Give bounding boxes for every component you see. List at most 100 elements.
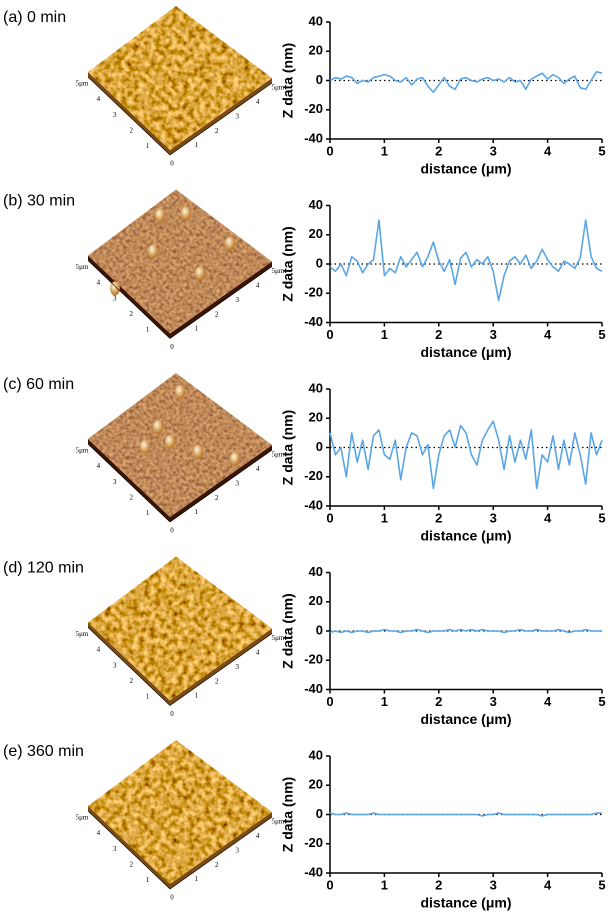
- afm-feature: [181, 206, 191, 221]
- x-axis-label: distance (μm): [420, 528, 511, 544]
- panel-caption: (e) 360 min: [3, 743, 84, 760]
- y-axis-label: Z data (nm): [280, 226, 296, 301]
- x-tick-label: 3: [490, 327, 497, 342]
- y-tick-label: 40: [309, 380, 323, 395]
- afm-tick-label: 4: [256, 98, 260, 106]
- x-tick-label: 0: [326, 143, 333, 158]
- y-tick-label: 20: [309, 43, 323, 58]
- afm-edge: [87, 260, 171, 339]
- afm-tick-label: 2: [129, 493, 133, 501]
- afm-tick-label: 5μm: [76, 814, 89, 822]
- afm-feature: [140, 440, 150, 454]
- afm-tick-label: 0: [170, 160, 174, 168]
- y-axis-label: Z data (nm): [280, 410, 296, 485]
- y-tick-label: 40: [309, 197, 323, 212]
- x-tick-label: 1: [381, 327, 388, 342]
- afm-edge: [87, 76, 171, 156]
- x-tick-label: 5: [598, 143, 605, 158]
- y-tick-label: 20: [309, 777, 323, 792]
- afm-image: [88, 6, 272, 150]
- profile-line: [329, 70, 603, 93]
- x-tick-label: 3: [490, 143, 497, 158]
- afm-tick-label: 5μm: [76, 447, 89, 455]
- afm-tick-label: 1: [195, 875, 199, 883]
- afm-tick-label: 2: [129, 126, 133, 134]
- afm-feature: [165, 435, 175, 449]
- afm-feature: [148, 244, 158, 259]
- y-tick-label: 20: [309, 410, 323, 425]
- afm-edge: [87, 627, 171, 706]
- x-axis-label: distance (μm): [420, 711, 511, 727]
- x-axis-label: distance (μm): [420, 895, 511, 911]
- afm-edge: [169, 82, 273, 156]
- afm-tick-label: 4: [97, 95, 101, 103]
- afm-edge: [169, 449, 273, 523]
- afm-tick-label: 2: [215, 677, 219, 685]
- afm-tick-label: 5μm: [76, 80, 89, 88]
- profile-line: [329, 628, 602, 634]
- afm-edge: [169, 633, 273, 706]
- afm-tick-label: 5μm: [272, 84, 285, 92]
- afm-tick-label: 1: [146, 142, 150, 150]
- afm-tick-label: 1: [195, 692, 199, 700]
- y-tick-label: 40: [309, 564, 323, 579]
- afm-tick-label: 2: [129, 677, 133, 685]
- x-tick-label: 2: [435, 694, 442, 709]
- afm-tick-label: 3: [235, 296, 239, 304]
- afm-image: [88, 740, 272, 884]
- afm-tick-label: 5μm: [272, 267, 285, 275]
- y-tick-label: -40: [304, 681, 323, 696]
- panel-caption: (c) 60 min: [3, 376, 74, 393]
- afm-tick-label: 5μm: [76, 630, 89, 638]
- afm-tick-label: 3: [235, 479, 239, 487]
- x-tick-label: 1: [381, 510, 388, 525]
- afm-tick-label: 5μm: [76, 263, 89, 271]
- afm-tick-label: 1: [195, 325, 199, 333]
- y-tick-label: -40: [304, 314, 323, 329]
- x-tick-label: 5: [598, 877, 605, 892]
- x-tick-label: 2: [435, 143, 442, 158]
- afm-tick-label: 4: [256, 649, 260, 657]
- y-axis-label: Z data (nm): [280, 43, 296, 118]
- afm-feature: [193, 445, 203, 459]
- afm-tick-label: 1: [195, 141, 199, 149]
- afm-tick-label: 4: [97, 462, 101, 470]
- afm-feature: [153, 420, 163, 434]
- afm-feature: [155, 208, 165, 223]
- x-tick-label: 3: [490, 694, 497, 709]
- x-tick-label: 5: [598, 327, 605, 342]
- y-axis-label: Z data (nm): [280, 593, 296, 668]
- afm-tick-label: 4: [97, 646, 101, 654]
- afm-tick-label: 1: [146, 693, 150, 701]
- afm-tick-label: 2: [215, 310, 219, 318]
- y-tick-label: -40: [304, 497, 323, 512]
- y-tick-label: 40: [309, 747, 323, 762]
- y-tick-label: 0: [316, 806, 323, 821]
- y-tick-label: 0: [316, 439, 323, 454]
- panel-caption: (d) 120 min: [3, 560, 84, 577]
- afm-tick-label: 0: [170, 894, 174, 902]
- x-tick-label: 4: [544, 877, 552, 892]
- afm-tick-label: 1: [146, 326, 150, 334]
- y-tick-label: -20: [304, 835, 323, 850]
- x-tick-label: 1: [381, 877, 388, 892]
- afm-tick-label: 3: [113, 478, 117, 486]
- x-tick-label: 1: [381, 143, 388, 158]
- y-tick-label: 0: [316, 255, 323, 270]
- x-tick-label: 1: [381, 694, 388, 709]
- x-tick-label: 5: [598, 510, 605, 525]
- afm-tick-label: 4: [256, 282, 260, 290]
- x-tick-label: 4: [544, 327, 552, 342]
- afm-tick-label: 0: [170, 527, 174, 535]
- x-tick-label: 3: [490, 877, 497, 892]
- afm-tick-label: 0: [170, 710, 174, 718]
- afm-tick-label: 3: [113, 111, 117, 119]
- x-axis-label: distance (μm): [420, 344, 511, 360]
- x-tick-label: 2: [435, 877, 442, 892]
- afm-tick-label: 2: [215, 861, 219, 869]
- afm-tick-label: 5μm: [272, 818, 285, 826]
- afm-tick-label: 4: [97, 829, 101, 837]
- profile-line: [329, 812, 602, 817]
- afm-tick-label: 1: [146, 509, 150, 517]
